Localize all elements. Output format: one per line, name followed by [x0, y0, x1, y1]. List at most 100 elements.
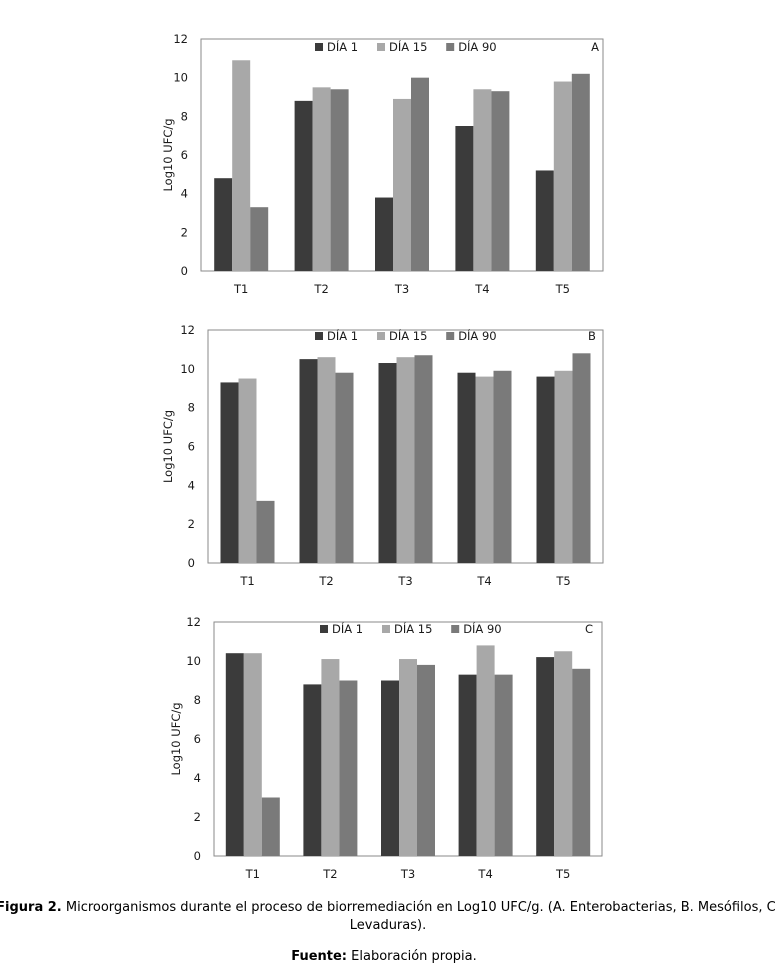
bar-t2-series-1 — [299, 359, 318, 563]
bar-t1-series-3 — [250, 207, 269, 271]
bar-t4-series-3 — [491, 91, 510, 271]
bar-t5-series-1 — [536, 657, 555, 856]
bar-t4-series-2 — [476, 645, 495, 856]
chart-panel-a: 0 2 4 6 8 10 12 Log10 UFC/g T1 T2 T3 T4 T5 DÍA 1 DÍA 1… — [161, 32, 604, 296]
bar-t4-series-3 — [494, 674, 513, 856]
bar-t1-series-1 — [214, 178, 233, 271]
legend-label: DÍA 1 — [327, 328, 358, 343]
bar-t3-series-1 — [375, 197, 393, 271]
bar-t1-series-2 — [243, 653, 262, 856]
y-tick-label: 2 — [194, 810, 201, 824]
source-label: Fuente: — [291, 949, 347, 964]
x-tick-label: T3 — [397, 574, 412, 588]
bar-t5-series-3 — [572, 668, 591, 856]
chart-panel-b: 0 2 4 6 8 10 12 Log10 UFC/g T1 T2 T3 T4 T5 DÍA 1 DÍA 1… — [161, 323, 604, 588]
bar-t1-series-1 — [225, 653, 244, 856]
legend-swatch — [377, 43, 385, 51]
bar-t5-series-1 — [536, 376, 555, 563]
y-tick-label: 6 — [181, 148, 188, 162]
bar-t5-series-1 — [535, 170, 554, 271]
y-tick-label: 10 — [186, 654, 201, 668]
bar-t4-series-3 — [493, 370, 512, 563]
x-tick-label: T4 — [477, 867, 492, 881]
y-tick-label: 8 — [188, 401, 195, 415]
y-tick-label: 12 — [186, 615, 201, 629]
x-tick-label: T3 — [394, 282, 409, 296]
y-axis-title: Log10 UFC/g — [161, 118, 175, 191]
bar-t2-series-3 — [330, 89, 349, 272]
x-tick-label: T2 — [313, 282, 328, 296]
bar-t2-series-1 — [294, 100, 313, 271]
x-tick-label: T2 — [318, 574, 333, 588]
legend-label: DÍA 1 — [332, 621, 363, 636]
bar-t1-series-3 — [261, 797, 280, 856]
y-tick-label: 2 — [188, 517, 195, 531]
bar-t4-series-1 — [458, 674, 477, 856]
bar-t1-series-2 — [238, 378, 257, 563]
legend-swatch — [446, 332, 455, 340]
x-tick-label: T1 — [233, 282, 248, 296]
legend-label: DÍA 90 — [463, 621, 501, 636]
legend-swatch — [315, 43, 323, 51]
x-tick-label: T5 — [555, 867, 570, 881]
bar-t3-series-3 — [411, 77, 429, 272]
bar-t4-series-1 — [457, 372, 476, 563]
figure-source: Fuente: Elaboración propia. — [291, 949, 477, 964]
legend-swatch — [320, 625, 328, 633]
legend-label: DÍA 15 — [394, 621, 432, 636]
bar-t1-series-1 — [220, 382, 239, 563]
bar-t3-series-2 — [393, 98, 411, 271]
y-tick-label: 0 — [194, 849, 201, 863]
y-tick-label: 10 — [173, 71, 188, 85]
y-tick-label: 6 — [188, 440, 195, 454]
legend-label: DÍA 90 — [458, 39, 496, 54]
bar-t5-series-3 — [572, 353, 591, 563]
y-tick-label: 8 — [194, 693, 201, 707]
bar-t2-series-2 — [321, 659, 340, 856]
y-tick-label: 10 — [180, 362, 195, 376]
figure-caption: Figura 2. Microorganismos durante el pro… — [0, 900, 776, 915]
caption-text: Microorganismos durante el proceso de bi… — [62, 900, 776, 915]
bar-t5-series-2 — [553, 81, 572, 272]
y-tick-label: 12 — [180, 323, 195, 337]
bar-t2-series-3 — [339, 680, 358, 856]
panel-label: A — [591, 40, 599, 54]
legend-swatch — [451, 625, 460, 633]
legend-swatch — [382, 625, 390, 633]
x-tick-label: T2 — [322, 867, 337, 881]
y-tick-label: 6 — [194, 732, 201, 746]
y-tick-label: 0 — [188, 556, 195, 570]
x-tick-label: T5 — [555, 574, 570, 588]
legend-label: DÍA 15 — [389, 328, 427, 343]
bar-t2-series-1 — [303, 684, 322, 856]
bar-t4-series-2 — [475, 376, 494, 563]
y-tick-label: 0 — [181, 264, 188, 278]
y-axis-title: Log10 UFC/g — [161, 410, 175, 483]
chart-panel-c: 0 2 4 6 8 10 12 Log10 UFC/g T1 T2 T3 T4 T5 DÍA 1 DÍA 1… — [169, 615, 603, 881]
bar-t5-series-2 — [554, 370, 573, 563]
bar-t2-series-2 — [312, 87, 331, 271]
bar-t3-series-2 — [399, 659, 417, 856]
x-tick-label: T4 — [474, 282, 489, 296]
bar-t5-series-2 — [554, 651, 573, 856]
caption-text-line2: Levaduras). — [350, 918, 426, 933]
caption-label: Figura 2. — [0, 900, 62, 915]
y-tick-label: 8 — [181, 109, 188, 123]
bar-t3-series-1 — [381, 680, 399, 856]
y-tick-label: 4 — [181, 187, 188, 201]
bar-t2-series-2 — [317, 357, 336, 563]
y-axis-title: Log10 UFC/g — [169, 702, 183, 775]
panel-label: B — [588, 329, 596, 343]
legend-swatch — [446, 43, 455, 51]
panel-label: C — [585, 622, 593, 636]
source-text: Elaboración propia. — [347, 949, 477, 964]
y-tick-label: 4 — [188, 478, 195, 492]
x-tick-label: T4 — [476, 574, 491, 588]
bar-t5-series-3 — [571, 73, 590, 271]
bar-t3-series-3 — [417, 664, 435, 856]
bar-t2-series-3 — [335, 372, 354, 563]
bar-t3-series-1 — [378, 363, 397, 563]
x-tick-label: T3 — [400, 867, 415, 881]
y-tick-label: 12 — [173, 32, 188, 46]
